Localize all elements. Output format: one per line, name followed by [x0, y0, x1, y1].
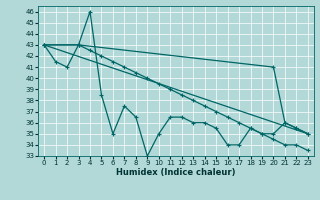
X-axis label: Humidex (Indice chaleur): Humidex (Indice chaleur): [116, 168, 236, 177]
